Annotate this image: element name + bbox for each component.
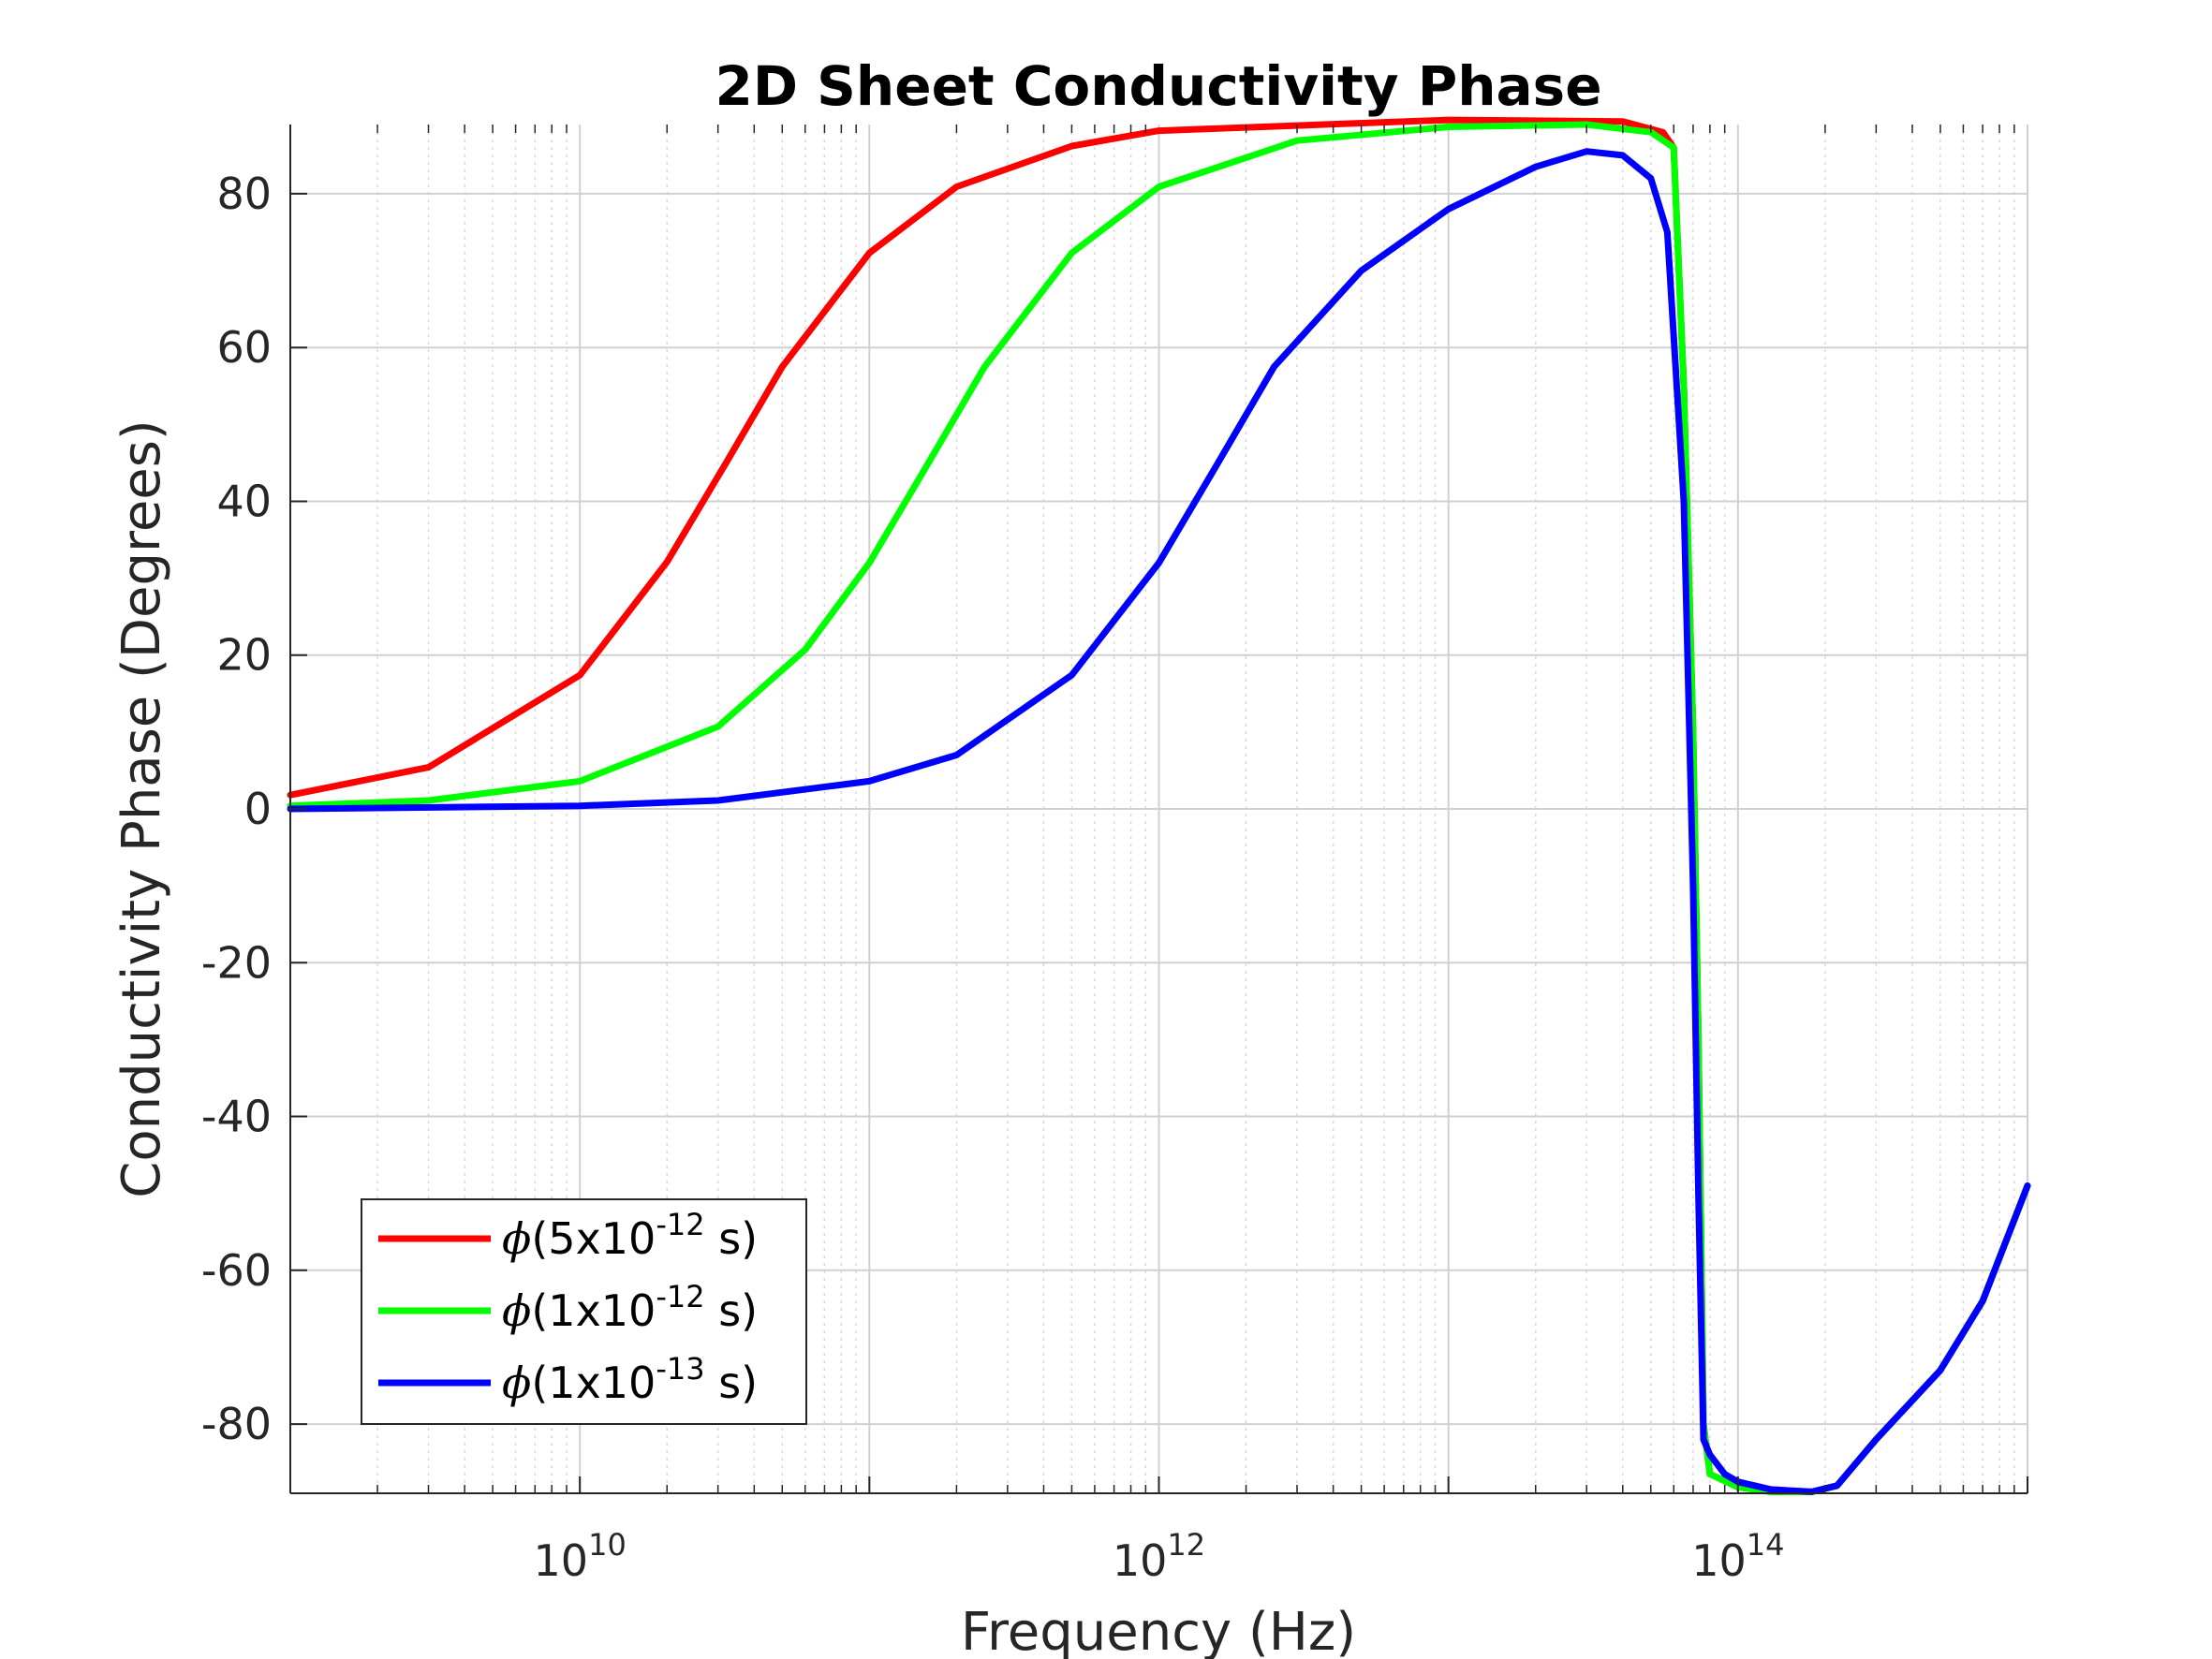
legend-label-3: ϕ(1x10-13 s) xyxy=(502,1351,758,1408)
y-tick-label: -40 xyxy=(201,1092,272,1142)
legend-label-1: ϕ(5x10-12 s) xyxy=(502,1207,758,1264)
x-axis-label: Frequency (Hz) xyxy=(961,1602,1356,1659)
y-tick-labels: 80 60 40 20 0 -20 -40 -60 -80 xyxy=(201,169,272,1449)
chart-title: 2D Sheet Conductivity Phase xyxy=(715,54,1601,118)
legend: ϕ(5x10-12 s) ϕ(1x10-12 s) ϕ(1x10-13 s) xyxy=(361,1198,807,1425)
y-tick-label: -80 xyxy=(201,1399,272,1449)
x-tick-base: 10 xyxy=(1691,1535,1747,1586)
y-tick-label: -60 xyxy=(201,1245,272,1296)
y-tick-label: 20 xyxy=(216,630,272,681)
axes xyxy=(289,125,2028,1494)
y-axis-label: Conductivity Phase (Degrees) xyxy=(111,419,172,1198)
y-tick-label: -20 xyxy=(201,937,272,988)
x-tick-labels: 1010 1012 1014 xyxy=(534,1527,1785,1586)
y-tick-label: 60 xyxy=(216,322,272,373)
series-line-3 xyxy=(287,148,2031,1495)
x-tick-exponent: 14 xyxy=(1747,1527,1785,1563)
x-tick-base: 10 xyxy=(1113,1535,1168,1586)
y-tick-label: 40 xyxy=(216,476,272,526)
x-tick-exponent: 12 xyxy=(1167,1527,1205,1563)
x-tick-label: 1010 xyxy=(534,1527,627,1586)
y-tick-label: 80 xyxy=(216,169,272,219)
legend-label-2: ϕ(1x10-12 s) xyxy=(502,1279,758,1336)
x-tick-exponent: 10 xyxy=(588,1527,627,1563)
x-tick-base: 10 xyxy=(534,1535,589,1586)
x-tick-label: 1012 xyxy=(1113,1527,1205,1586)
x-tick-label: 1014 xyxy=(1691,1527,1784,1586)
y-tick-label: 0 xyxy=(244,784,272,834)
